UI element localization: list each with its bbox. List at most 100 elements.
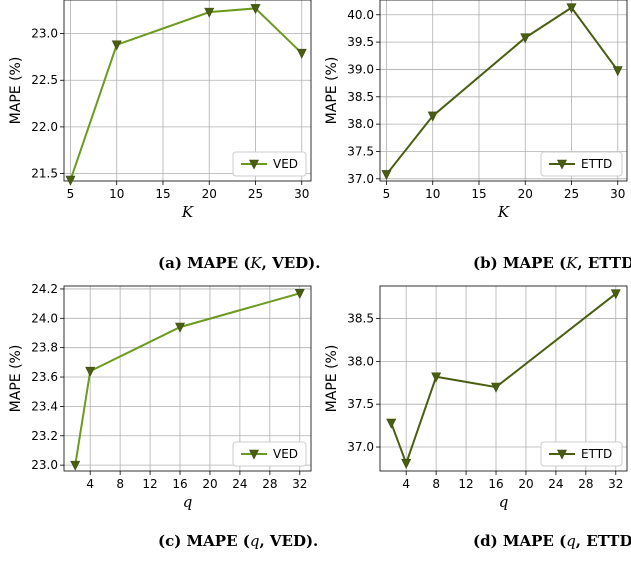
x-tick-label: 10 (109, 187, 124, 201)
data-point-marker (111, 40, 122, 51)
x-tick-label: 4 (86, 477, 94, 491)
x-tick-label: 20 (518, 187, 533, 201)
y-tick-label: 23.0 (31, 458, 58, 472)
data-point-marker (491, 382, 502, 393)
x-tick-label: 28 (262, 477, 277, 491)
data-point-marker (175, 322, 186, 333)
x-tick-label: 5 (67, 187, 75, 201)
plot-frame (63, 0, 312, 182)
x-tick-label: 32 (608, 477, 623, 491)
x-tick-label: 20 (202, 477, 217, 491)
y-tick-label: 22.0 (31, 120, 58, 134)
x-tick-label: 16 (172, 477, 187, 491)
x-tick-label: 25 (564, 187, 579, 201)
chart-panel-1: 5 10 15 20 25 30 21.5 22.0 22.5 23.0 K MAPE (%) VED (… (8, 0, 320, 272)
data-point-marker (520, 33, 531, 44)
x-tick-label: 32 (292, 477, 307, 491)
y-axis-label: MAPE (%) (8, 345, 24, 413)
legend-marker-swatch (557, 449, 567, 460)
data-point-marker (612, 66, 623, 77)
data-point-marker (427, 111, 438, 122)
legend-marker-swatch (249, 159, 259, 170)
y-tick-label: 23.0 (31, 27, 58, 41)
x-axis-label: K (497, 203, 510, 221)
legend-box (540, 151, 623, 177)
legend-box (232, 441, 307, 467)
x-tick-label: 24 (548, 477, 563, 491)
y-tick-label: 24.2 (31, 282, 58, 296)
y-axis-label: MAPE (%) (324, 57, 340, 125)
y-tick-label: 37.5 (347, 144, 374, 158)
legend-label: VED (273, 157, 298, 171)
y-tick-label: 23.2 (31, 429, 58, 443)
x-axis-label: q (183, 493, 193, 511)
x-tick-label: 30 (294, 187, 309, 201)
chart-panel-4: 4 8 12 16 20 24 28 32 37.0 37.5 38.0 38.5 q MAPE (%) E… (324, 285, 631, 550)
panel-caption: (c) MAPE (q, VED). (158, 532, 318, 550)
legend-marker-swatch (557, 159, 567, 170)
y-tick-label: 39.0 (347, 62, 374, 76)
data-point-marker (204, 7, 215, 18)
chart-panel-2: 5 10 15 20 25 30 37.0 37.5 38.0 38.5 39.0 39.5 40.0 K… (324, 0, 631, 272)
y-tick-label: 21.5 (31, 167, 58, 181)
legend-box (540, 441, 623, 467)
data-point-marker (610, 289, 621, 300)
x-tick-label: 25 (248, 187, 263, 201)
data-point-marker (65, 175, 76, 186)
data-point-marker (85, 366, 96, 377)
y-tick-label: 23.8 (31, 341, 58, 355)
y-tick-label: 38.5 (347, 312, 374, 326)
x-tick-label: 24 (232, 477, 247, 491)
data-point-marker (70, 460, 81, 471)
x-axis-label: K (181, 203, 194, 221)
y-tick-label: 22.5 (31, 73, 58, 87)
legend-label: VED (273, 447, 298, 461)
x-tick-label: 12 (458, 477, 473, 491)
y-tick-label: 38.0 (347, 117, 374, 131)
y-tick-label: 37.5 (347, 397, 374, 411)
y-tick-label: 23.6 (31, 370, 58, 384)
panel-caption: (a) MAPE (K, VED). (158, 254, 320, 272)
chart-panel-3: 4 8 12 16 20 24 28 32 23.0 23.2 23.4 23.6 23.8 24.0 24… (8, 282, 318, 550)
y-tick-label: 23.4 (31, 399, 58, 413)
plot-frame (379, 285, 628, 472)
y-tick-label: 40.0 (347, 8, 374, 22)
x-tick-label: 20 (202, 187, 217, 201)
y-axis-label: MAPE (%) (324, 345, 340, 413)
series-line (385, 6, 619, 176)
x-tick-label: 8 (432, 477, 440, 491)
y-axis-label: MAPE (%) (8, 57, 24, 125)
x-tick-label: 16 (488, 477, 503, 491)
x-tick-label: 15 (471, 187, 486, 201)
x-tick-label: 20 (518, 477, 533, 491)
legend-marker-swatch (249, 449, 259, 460)
x-tick-label: 5 (383, 187, 391, 201)
y-tick-label: 24.0 (31, 311, 58, 325)
x-tick-label: 12 (142, 477, 157, 491)
data-point-marker (296, 48, 307, 59)
data-point-marker (250, 4, 261, 15)
x-tick-label: 28 (578, 477, 593, 491)
x-tick-label: 15 (155, 187, 170, 201)
panel-caption: (d) MAPE (q, ETTD). (473, 532, 631, 550)
legend-label: ETTD (581, 157, 612, 171)
y-tick-label: 37.0 (347, 440, 374, 454)
y-tick-label: 39.5 (347, 35, 374, 49)
legend-label: ETTD (581, 447, 612, 461)
data-point-marker (386, 418, 397, 429)
x-axis-label: q (499, 493, 509, 511)
x-tick-label: 4 (402, 477, 410, 491)
legend-box (232, 151, 307, 177)
x-tick-label: 30 (610, 187, 625, 201)
y-tick-label: 38.0 (347, 354, 374, 368)
x-tick-label: 10 (425, 187, 440, 201)
panel-caption: (b) MAPE (K, ETTD). (473, 254, 631, 272)
series-line (74, 292, 301, 466)
data-point-marker (401, 458, 412, 469)
x-tick-label: 8 (116, 477, 124, 491)
y-tick-label: 37.0 (347, 172, 374, 186)
y-tick-label: 38.5 (347, 90, 374, 104)
plot-frame (63, 285, 312, 472)
data-point-marker (294, 289, 305, 300)
